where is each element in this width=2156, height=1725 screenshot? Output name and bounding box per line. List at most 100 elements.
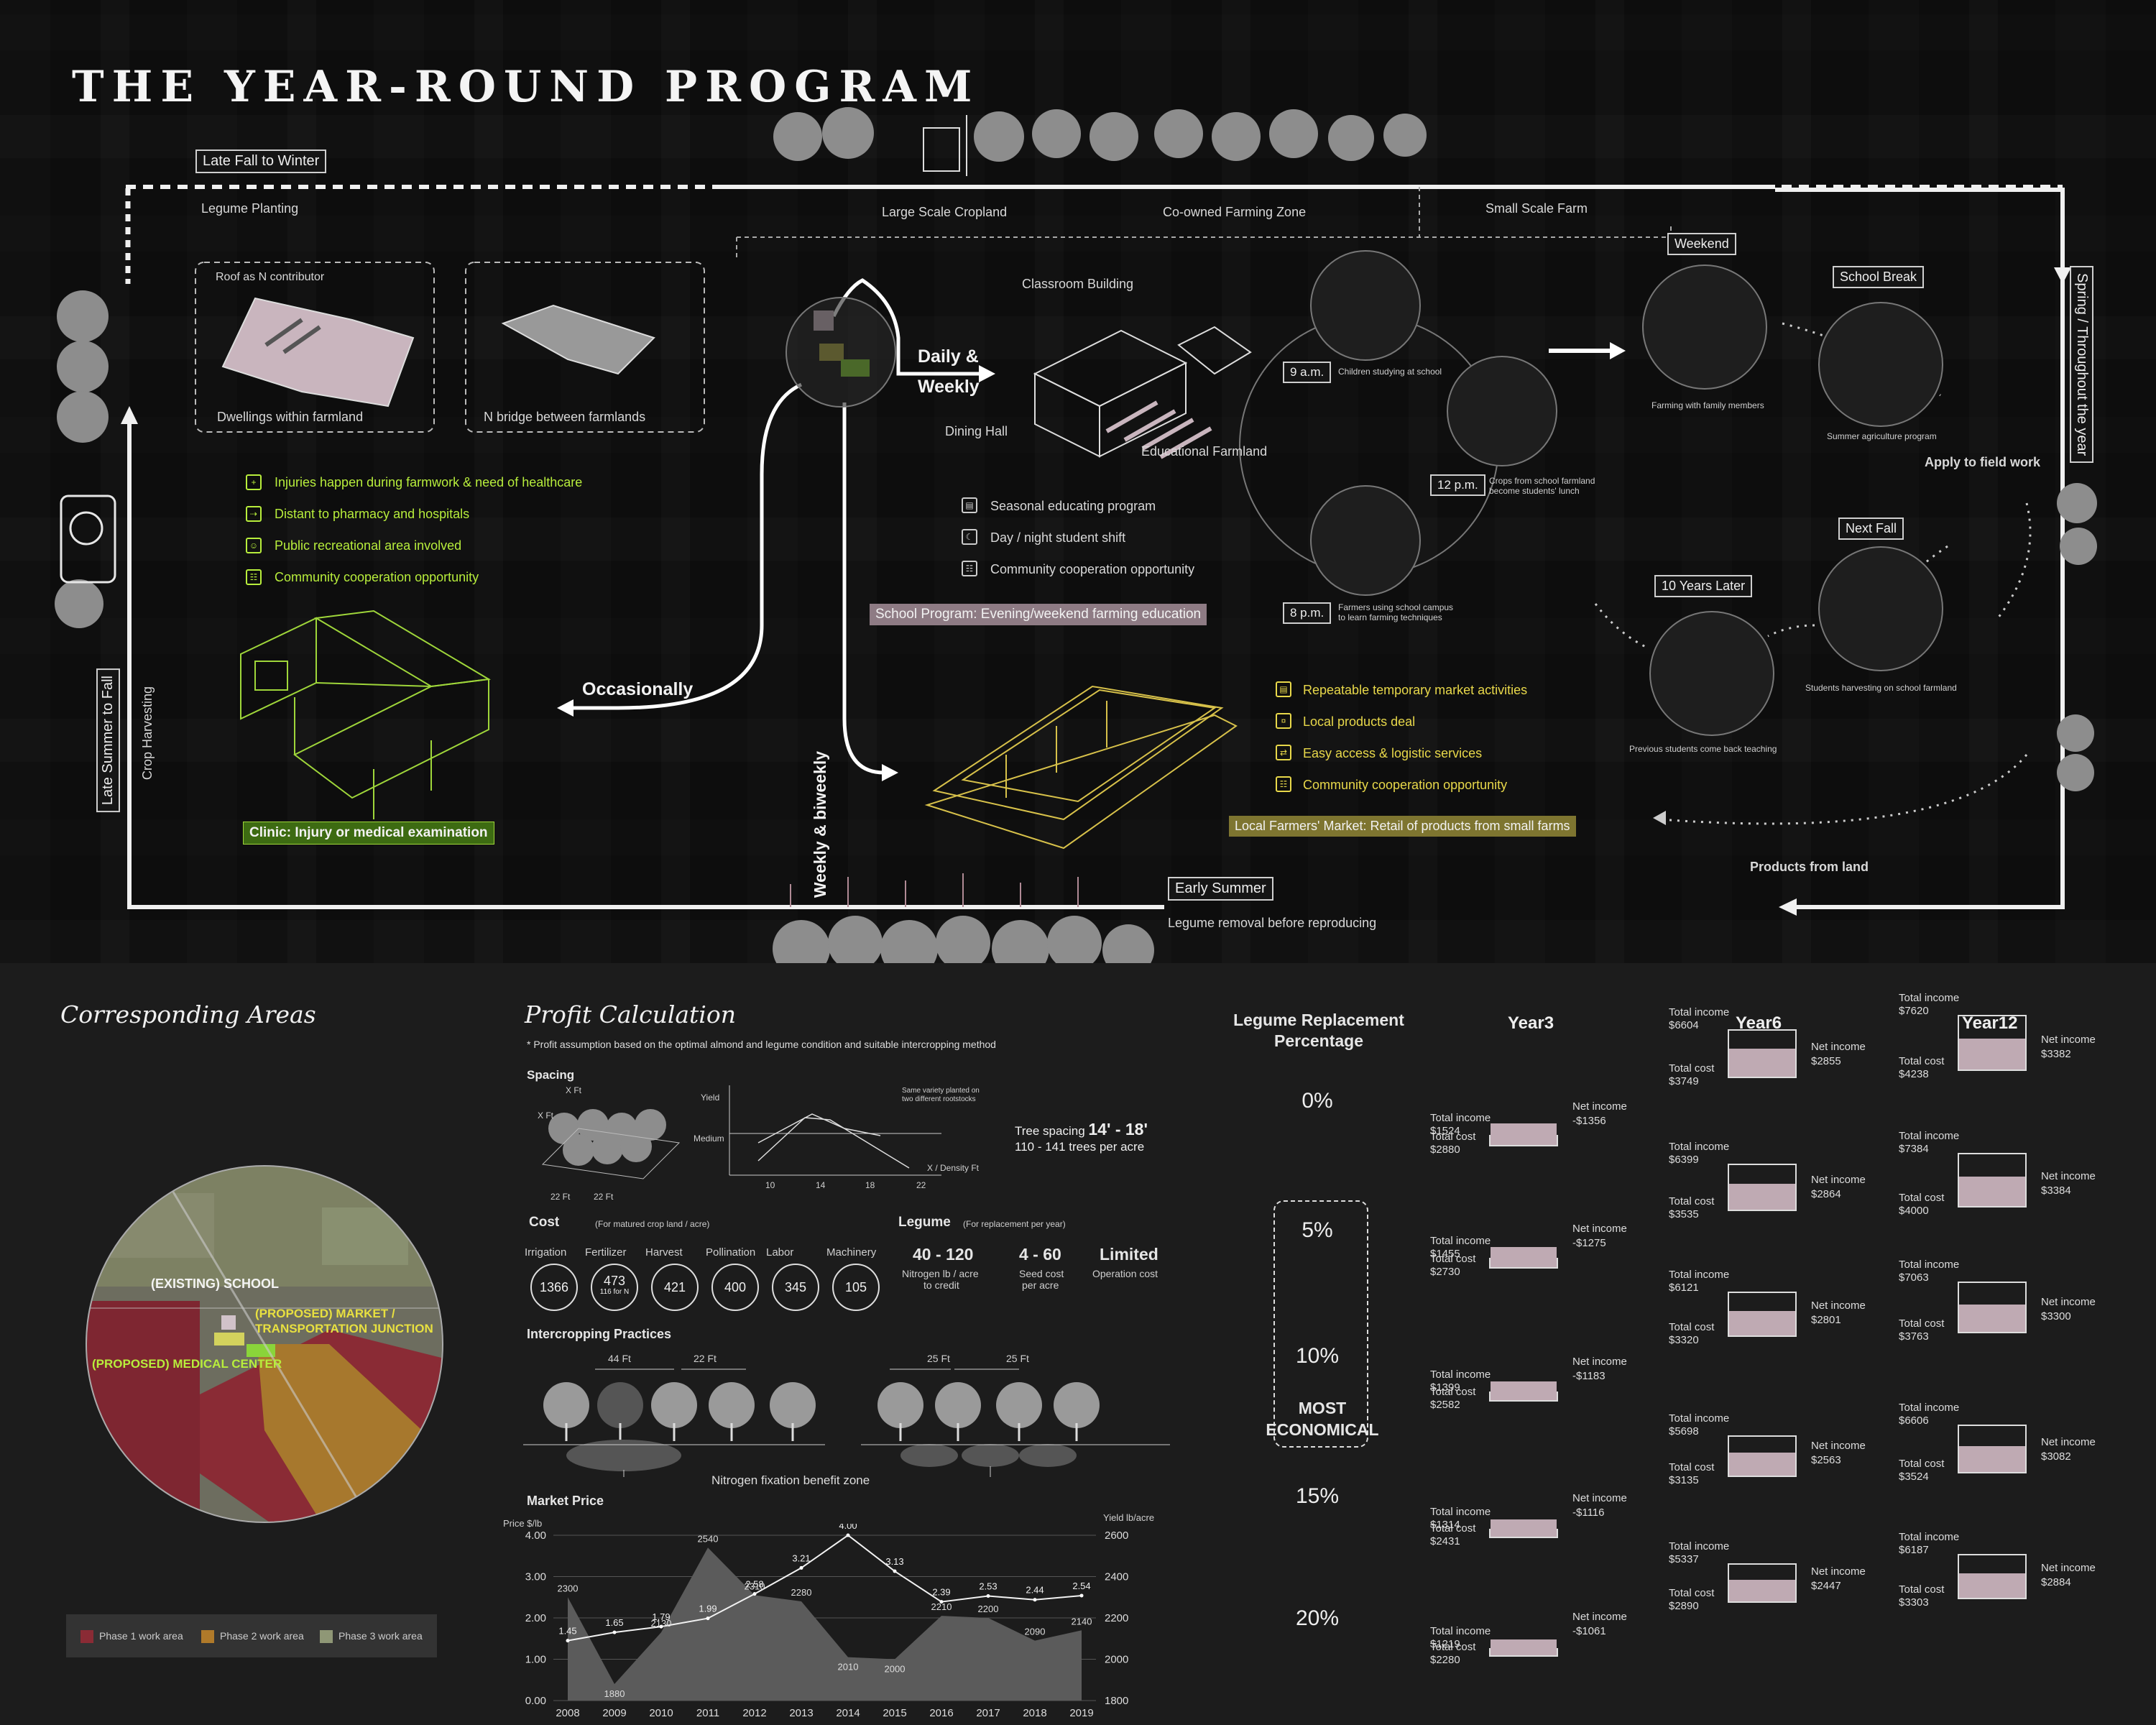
price-label-9: 2.53 (979, 1581, 997, 1592)
market-icon: ▤ (1276, 681, 1291, 697)
cell-0-2-net-label: Net income (2041, 1034, 2096, 1046)
cell-4-0-income-label: Total income (1430, 1625, 1491, 1637)
cost-bubble-3: 400 (711, 1264, 759, 1311)
yield-label-7: 2000 (885, 1664, 906, 1675)
price-label-2: 1.79 (652, 1611, 670, 1622)
timeline-8pm-circle (1310, 485, 1421, 596)
y2tick-4: 1800 (1105, 1695, 1128, 1707)
xtick-2010: 2010 (649, 1707, 673, 1718)
price-point-9 (986, 1594, 990, 1598)
yield-label-1: 1880 (604, 1688, 625, 1699)
school-sketch (1033, 326, 1252, 458)
phase1-swatch (80, 1630, 93, 1643)
proposed-market-label-1: (PROPOSED) MARKET / (255, 1307, 395, 1320)
cell-3-1-net-value: $2563 (1811, 1454, 1841, 1466)
cell-3-0-income-label: Total income (1430, 1506, 1491, 1518)
cell-2-0-income-bar (1489, 1381, 1558, 1402)
price-line (567, 1534, 1082, 1642)
cell-3-2-cost-label: Total cost (1899, 1458, 1945, 1470)
coowned-label: Co-owned Farming Zone (1163, 205, 1307, 219)
time-9am: 9 a.m. (1283, 362, 1332, 383)
yield-density-chart (729, 1085, 941, 1176)
dining-label: Dining Hall (945, 424, 1008, 438)
recreation-icon: ☺ (246, 538, 262, 553)
legume-value-2: 4 - 60 (1019, 1245, 1061, 1264)
market-price-chart: 4.00 3.00 2.00 1.00 0.00 2600 2400 2200 2000 1800… (525, 1524, 1129, 1718)
cell-4-2-cost-value: $3303 (1899, 1596, 1929, 1609)
ytick-1: 3.00 (525, 1571, 546, 1583)
cell-1-0-net-label: Net income (1572, 1223, 1627, 1235)
daily-label: Daily & (918, 346, 979, 367)
yield-label-8: 2210 (931, 1601, 952, 1612)
cell-2-0-income-value: $1399 (1430, 1381, 1460, 1394)
cell-1-1-income-value: $6399 (1669, 1154, 1699, 1166)
time-12pm-desc-1: Crops from school farmland (1489, 476, 1595, 486)
timeline-9am-circle (1310, 250, 1421, 361)
yield-label-0: 2300 (558, 1583, 579, 1593)
cost-name-1: Fertilizer (585, 1246, 627, 1259)
community-icon-2: ☷ (962, 561, 977, 576)
spacing-sketch (541, 1109, 681, 1179)
biweekly-label: Weekly & biweekly (811, 751, 829, 898)
cell-3-1-cost-bar (1729, 1453, 1795, 1476)
cell-2-2-income-label: Total income (1899, 1259, 1960, 1271)
price-label-10: 2.44 (1026, 1585, 1044, 1596)
cell-4-0-cost-bar (1491, 1639, 1557, 1655)
cell-2-1-income-label: Total income (1669, 1269, 1730, 1281)
hub-circle (786, 297, 896, 408)
cell-1-1-income-label: Total income (1669, 1141, 1730, 1153)
phase-legend (66, 1614, 437, 1657)
pct-5: 5% (1302, 1218, 1333, 1242)
clinic-item-1: Injuries happen during farmwork & need o… (275, 475, 583, 489)
school-item-3: Community cooperation opportunity (990, 562, 1195, 576)
cell-0-0-net-value: -$1356 (1572, 1115, 1606, 1127)
nitrogen-zone-label: Nitrogen fixation benefit zone (711, 1473, 870, 1487)
cell-0-0-income-bar (1489, 1123, 1558, 1146)
cost-bubble-0: 1366 (530, 1264, 578, 1311)
clinic-label: Clinic: Injury or medical examination (243, 822, 494, 845)
community-icon: ☷ (246, 569, 262, 585)
price-axis-label: Price $/lb (503, 1518, 543, 1529)
cell-2-0-cost-bar (1491, 1381, 1557, 1400)
cell-0-0-income-label: Total income (1430, 1112, 1491, 1124)
cell-0-1-cost-label: Total cost (1669, 1062, 1715, 1075)
yield-label-9: 2200 (978, 1604, 999, 1614)
legume-value-3: Limited (1100, 1245, 1158, 1264)
cell-2-2-cost-value: $3763 (1899, 1330, 1929, 1343)
ytick-4: 0.00 (525, 1695, 546, 1707)
legume-desc-1a: Nitrogen lb / acre (902, 1268, 979, 1279)
clinic-item-2: Distant to pharmacy and hospitals (275, 507, 470, 521)
cell-1-1-income-bar (1728, 1164, 1797, 1211)
profit-title: Profit Calculation (525, 1000, 736, 1029)
cell-0-2-cost-label: Total cost (1899, 1055, 1945, 1067)
school-item-1: Seasonal educating program (990, 499, 1156, 513)
tree-row-bottom (773, 916, 1154, 963)
price-label-4: 2.58 (745, 1579, 763, 1590)
price-label-7: 3.13 (885, 1556, 903, 1567)
ft22-label-1: 22 Ft (550, 1192, 571, 1202)
cell-1-2-income-value: $7384 (1899, 1143, 1929, 1155)
clinic-item-4: Community cooperation opportunity (275, 570, 479, 584)
same-variety-1: Same variety planted on (902, 1087, 980, 1095)
cell-1-0-net-value: -$1275 (1572, 1237, 1606, 1249)
cell-0-0-cost-label: Total cost (1430, 1131, 1476, 1143)
cell-4-2-income-value: $6187 (1899, 1544, 1929, 1556)
trees-per-acre: 110 - 141 trees per acre (1015, 1140, 1145, 1154)
cell-0-0-cost-bar (1491, 1123, 1557, 1145)
spacing-title: Spacing (527, 1068, 575, 1082)
cell-4-1-income-label: Total income (1669, 1540, 1730, 1552)
replacement-header-1: Legume Replacement (1233, 1011, 1404, 1029)
cell-4-0-net-label: Net income (1572, 1611, 1627, 1623)
cell-4-2-net-label: Net income (2041, 1562, 2096, 1574)
cell-3-2-net-label: Net income (2041, 1436, 2096, 1448)
cell-2-2-income-value: $7063 (1899, 1271, 1929, 1284)
cell-1-2-cost-bar (1959, 1177, 2025, 1206)
intercropping-sketch (523, 1368, 1170, 1477)
cost-name-3: Pollination (706, 1246, 756, 1259)
cell-2-1-net-value: $2801 (1811, 1314, 1841, 1326)
xtick-2012: 2012 (742, 1707, 766, 1718)
products-label: Products from land (1750, 860, 1869, 874)
cell-3-0-cost-bar (1491, 1519, 1557, 1537)
cell-1-2-income-label: Total income (1899, 1130, 1960, 1142)
cell-4-0-income-bar (1489, 1639, 1558, 1657)
